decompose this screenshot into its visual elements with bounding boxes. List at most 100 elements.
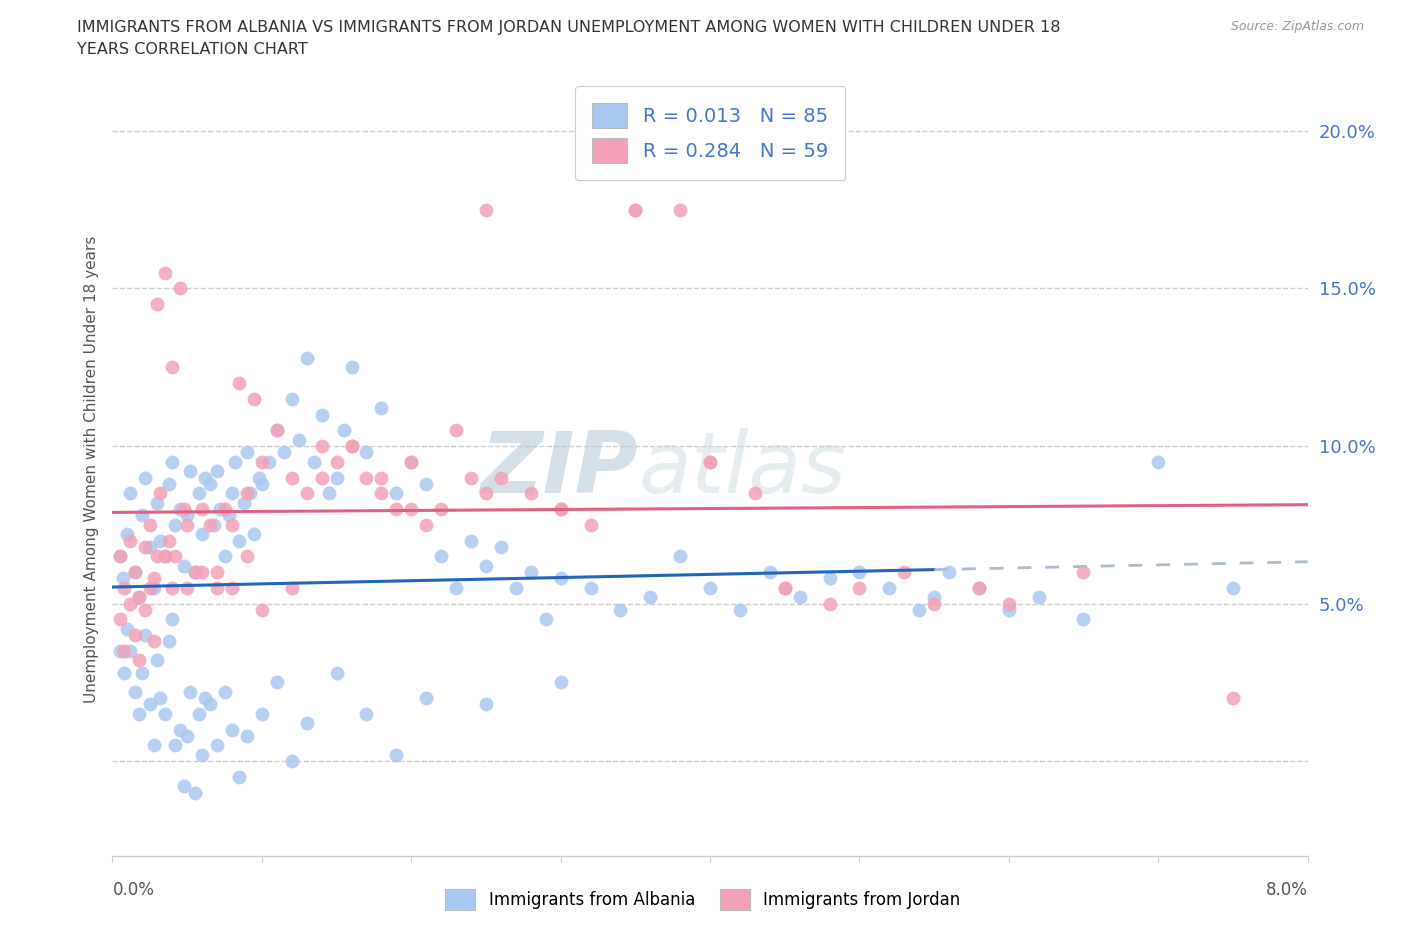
Point bbox=[162, 612, 183, 627]
Point bbox=[139, 539, 162, 554]
Point bbox=[401, 455, 423, 470]
Point bbox=[120, 644, 142, 658]
Text: YEARS CORRELATION CHART: YEARS CORRELATION CHART bbox=[77, 42, 308, 57]
Point bbox=[311, 439, 333, 454]
Point bbox=[169, 281, 191, 296]
Point bbox=[624, 203, 647, 218]
Point bbox=[149, 533, 172, 548]
Point bbox=[430, 549, 453, 564]
Point bbox=[188, 485, 211, 500]
Point bbox=[183, 565, 205, 579]
Point bbox=[221, 517, 243, 532]
Point bbox=[922, 596, 945, 611]
Point bbox=[266, 423, 288, 438]
Point bbox=[773, 580, 796, 595]
Legend: R = 0.013   N = 85, R = 0.284   N = 59: R = 0.013 N = 85, R = 0.284 N = 59 bbox=[575, 86, 845, 180]
Point bbox=[669, 549, 692, 564]
Text: 0.0%: 0.0% bbox=[112, 881, 155, 898]
Point bbox=[415, 691, 437, 706]
Point bbox=[183, 565, 205, 579]
Point bbox=[475, 203, 498, 218]
Point bbox=[124, 565, 146, 579]
Point bbox=[228, 769, 250, 784]
Point bbox=[188, 707, 211, 722]
Point bbox=[356, 445, 378, 459]
Text: 8.0%: 8.0% bbox=[1265, 881, 1308, 898]
Point bbox=[1073, 565, 1095, 579]
Point bbox=[162, 360, 183, 375]
Point bbox=[243, 392, 266, 406]
Point bbox=[108, 549, 131, 564]
Point bbox=[520, 485, 543, 500]
Point bbox=[922, 590, 945, 604]
Point bbox=[191, 501, 214, 516]
Point bbox=[124, 628, 146, 643]
Point bbox=[191, 748, 214, 763]
Point bbox=[153, 549, 176, 564]
Point bbox=[205, 737, 228, 752]
Point bbox=[550, 675, 572, 690]
Point bbox=[239, 485, 262, 500]
Point bbox=[415, 476, 437, 491]
Point bbox=[194, 691, 217, 706]
Point bbox=[173, 558, 195, 573]
Text: IMMIGRANTS FROM ALBANIA VS IMMIGRANTS FROM JORDAN UNEMPLOYMENT AMONG WOMEN WITH : IMMIGRANTS FROM ALBANIA VS IMMIGRANTS FR… bbox=[77, 20, 1062, 35]
Point bbox=[179, 464, 201, 479]
Point bbox=[908, 603, 931, 618]
Point bbox=[117, 526, 139, 541]
Point bbox=[669, 203, 692, 218]
Point bbox=[460, 470, 482, 485]
Point bbox=[157, 533, 180, 548]
Point bbox=[221, 722, 243, 737]
Point bbox=[139, 697, 162, 711]
Point bbox=[198, 697, 221, 711]
Y-axis label: Unemployment Among Women with Children Under 18 years: Unemployment Among Women with Children U… bbox=[83, 236, 98, 703]
Point bbox=[385, 748, 408, 763]
Point bbox=[117, 621, 139, 636]
Point bbox=[143, 737, 166, 752]
Point bbox=[259, 455, 281, 470]
Point bbox=[356, 707, 378, 722]
Point bbox=[325, 470, 347, 485]
Point bbox=[370, 485, 392, 500]
Point bbox=[153, 549, 176, 564]
Point bbox=[214, 684, 236, 699]
Point bbox=[233, 496, 256, 511]
Point bbox=[146, 549, 169, 564]
Point bbox=[848, 565, 870, 579]
Point bbox=[520, 565, 543, 579]
Point bbox=[1222, 580, 1244, 595]
Point bbox=[169, 501, 191, 516]
Point bbox=[699, 455, 721, 470]
Point bbox=[131, 508, 153, 523]
Point bbox=[967, 580, 990, 595]
Point bbox=[288, 432, 311, 447]
Point bbox=[146, 653, 169, 668]
Point bbox=[325, 666, 347, 681]
Point bbox=[728, 603, 751, 618]
Point bbox=[128, 653, 150, 668]
Point bbox=[998, 603, 1021, 618]
Point bbox=[340, 439, 363, 454]
Point bbox=[624, 203, 647, 218]
Point bbox=[120, 485, 142, 500]
Point bbox=[165, 549, 187, 564]
Point bbox=[534, 612, 557, 627]
Point bbox=[143, 580, 166, 595]
Point bbox=[205, 580, 228, 595]
Point bbox=[640, 590, 662, 604]
Point bbox=[1028, 590, 1050, 604]
Point bbox=[124, 565, 146, 579]
Point bbox=[194, 470, 217, 485]
Point bbox=[131, 666, 153, 681]
Point bbox=[789, 590, 811, 604]
Point bbox=[173, 501, 195, 516]
Point bbox=[340, 360, 363, 375]
Point bbox=[281, 392, 304, 406]
Point bbox=[505, 580, 527, 595]
Point bbox=[370, 470, 392, 485]
Point bbox=[205, 565, 228, 579]
Point bbox=[134, 603, 156, 618]
Point bbox=[699, 580, 721, 595]
Point bbox=[893, 565, 915, 579]
